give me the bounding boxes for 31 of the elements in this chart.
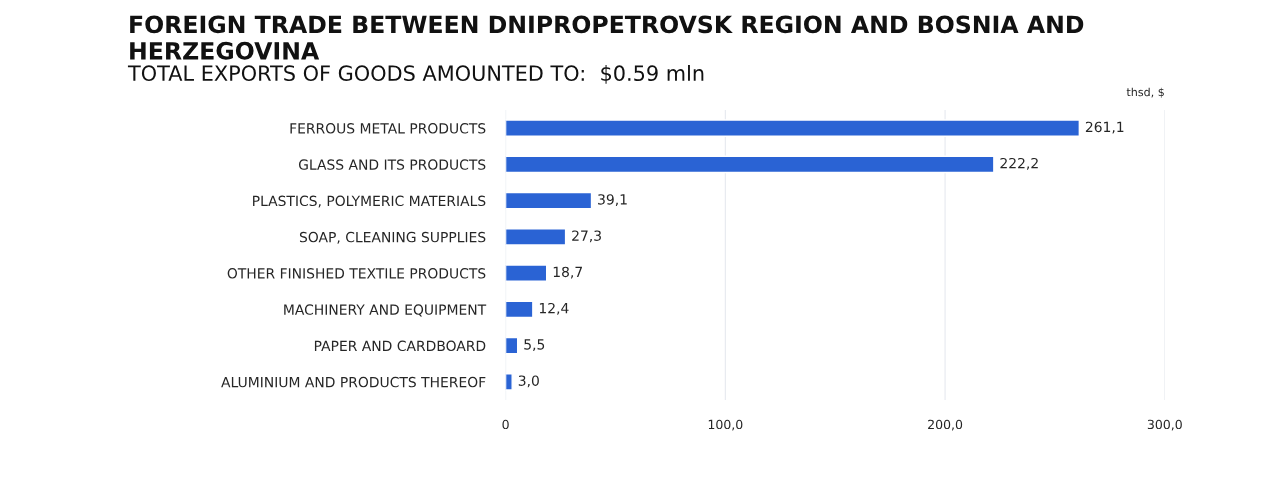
chart-subtitle: TOTAL EXPORTS OF GOODS AMOUNTED TO: $0.59 mln xyxy=(127,64,704,84)
y-tick-label: SOAP, CLEANING SUPPLIES xyxy=(299,231,486,244)
data-label: 222,2 xyxy=(1000,157,1038,170)
data-label: 5,5 xyxy=(524,339,545,352)
y-tick-label: PAPER AND CARDBOARD xyxy=(314,340,486,352)
y-tick-label: ALUMINIUM AND PRODUCTS THEREOF xyxy=(221,376,486,388)
y-tick-label: GLASS AND ITS PRODUCTS xyxy=(298,159,486,170)
y-tick-label: MACHINERY AND EQUIPMENT xyxy=(284,304,487,317)
x-tick-label: 100,0 xyxy=(708,419,743,431)
x-tick-label: 0 xyxy=(502,419,509,430)
y-tick-label: FERROUS METAL PRODUCTS xyxy=(290,123,486,134)
data-label: 18,7 xyxy=(553,266,582,279)
bar xyxy=(505,373,513,391)
x-axis-title: thsd, $ xyxy=(1126,87,1164,98)
bar xyxy=(505,300,534,319)
x-tick-label: 300,0 xyxy=(1147,419,1182,431)
x-tick-label: 200,0 xyxy=(928,419,963,431)
bar xyxy=(505,191,593,210)
bar xyxy=(505,155,995,174)
data-label: 261,1 xyxy=(1085,121,1124,134)
chart-title: FOREIGN TRADE BETWEEN DNIPROPETROVSK REGION AND BOSNIA AND HERZEGOVINA xyxy=(130,15,1084,60)
data-label: 39,1 xyxy=(598,194,627,207)
bar xyxy=(505,228,567,246)
bar xyxy=(505,264,548,282)
data-label: 12,4 xyxy=(539,302,569,315)
bar xyxy=(505,336,519,355)
y-tick-label: PLASTICS, POLYMERIC MATERIALS xyxy=(253,195,486,208)
data-label: 3,0 xyxy=(518,375,539,388)
y-tick-label: OTHER FINISHED TEXTILE PRODUCTS xyxy=(227,268,486,279)
bar xyxy=(505,119,1081,137)
data-label: 27,3 xyxy=(572,230,601,243)
